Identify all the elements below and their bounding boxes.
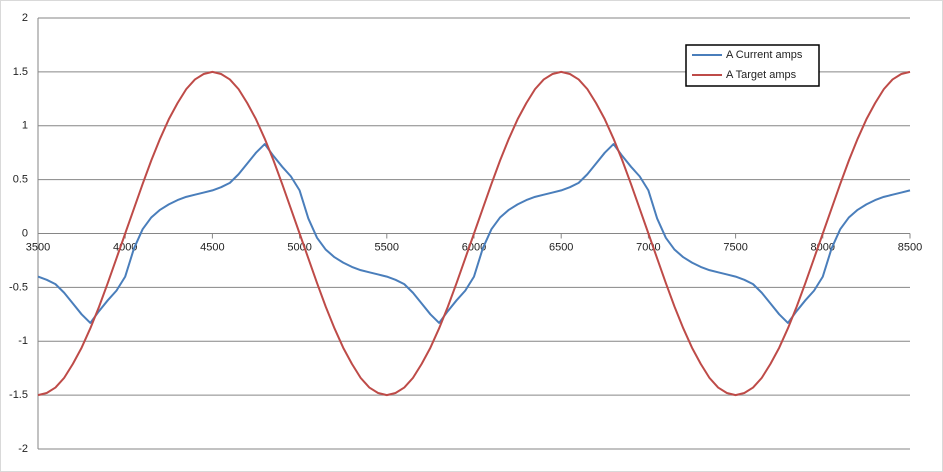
x-tick-label: 6500 — [549, 241, 573, 253]
y-tick-label: 0 — [22, 227, 28, 239]
y-tick-label: -1 — [18, 335, 28, 347]
y-tick-label: 1 — [22, 120, 28, 132]
x-tick-label: 5500 — [375, 241, 399, 253]
y-tick-label: -0.5 — [9, 281, 28, 293]
y-tick-label: 0.5 — [13, 174, 28, 186]
series-line — [37, 143, 911, 324]
y-tick-label: 1.5 — [13, 66, 28, 78]
x-tick-label: 4500 — [200, 241, 224, 253]
x-tick-label: 8500 — [898, 241, 922, 253]
y-tick-label: 2 — [22, 12, 28, 24]
legend-box — [685, 44, 820, 87]
legend-label: A Target amps — [726, 69, 797, 81]
x-tick-label: 7500 — [723, 241, 747, 253]
legend-label: A Current amps — [726, 49, 803, 61]
x-tick-label: 3500 — [26, 241, 50, 253]
x-tick-label: 7000 — [636, 241, 660, 253]
x-tick-label: 5000 — [287, 241, 311, 253]
legend: A Current amps A Target amps — [685, 44, 820, 87]
y-tick-label: -2 — [18, 443, 28, 455]
y-tick-label: -1.5 — [9, 389, 28, 401]
series-line — [37, 70, 911, 397]
